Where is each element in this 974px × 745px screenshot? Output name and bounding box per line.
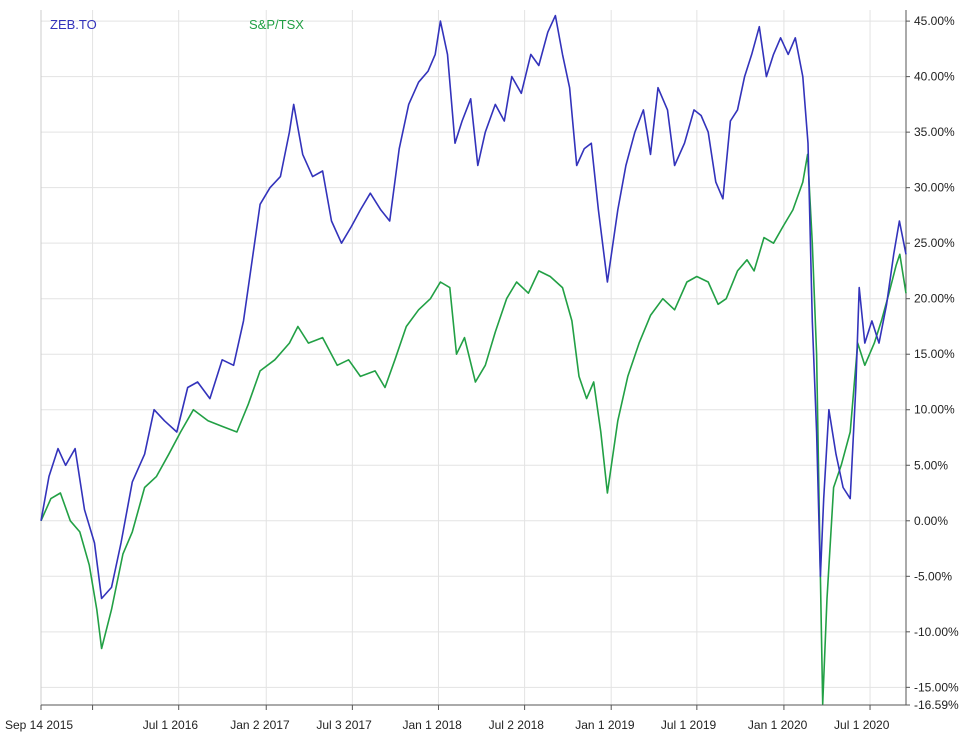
- x-tick-label: Jan 2 2017: [230, 718, 290, 732]
- y-tick-label: -5.00%: [914, 569, 952, 583]
- y-tick-label: 0.00%: [914, 514, 948, 528]
- y-tick-label: 20.00%: [914, 292, 955, 306]
- x-tick-label: Jan 1 2019: [575, 718, 635, 732]
- y-tick-label: 10.00%: [914, 403, 955, 417]
- y-tick-label: 45.00%: [914, 14, 955, 28]
- series-layer: [40, 14, 907, 705]
- legend-label-0: ZEB.TO: [50, 17, 97, 32]
- x-tick-label: Jul 1 2016: [143, 718, 199, 732]
- y-tick-label: 15.00%: [914, 347, 955, 361]
- x-tick-label: Jul 2 2018: [489, 718, 545, 732]
- y-tick-label: -15.00%: [914, 680, 959, 694]
- series-line-1: [40, 153, 907, 705]
- y-tick-label: -16.59%: [914, 698, 959, 712]
- x-tick-label: Sep 14 2015: [5, 718, 73, 732]
- grid: [40, 10, 906, 705]
- y-tick-label: 5.00%: [914, 458, 948, 472]
- y-tick-label: 35.00%: [914, 125, 955, 139]
- x-tick-label: Jan 1 2020: [748, 718, 808, 732]
- x-tick-label: Jul 1 2020: [834, 718, 890, 732]
- axes: 45.00% 40.00% 35.00% 30.00% 25.00% 20.00% 15.0…: [5, 10, 959, 732]
- x-tick-label: Jul 3 2017: [316, 718, 372, 732]
- legend: ZEB.TO S&P/TSX: [50, 17, 304, 32]
- y-tick-label: -10.00%: [914, 625, 959, 639]
- y-tick-label: 30.00%: [914, 181, 955, 195]
- x-tick-label: Jan 1 2018: [402, 718, 462, 732]
- series-line-0: [40, 14, 907, 600]
- legend-label-1: S&P/TSX: [249, 17, 304, 32]
- y-tick-label: 40.00%: [914, 70, 955, 84]
- x-tick-label: Jul 1 2019: [661, 718, 717, 732]
- y-tick-label: 25.00%: [914, 236, 955, 250]
